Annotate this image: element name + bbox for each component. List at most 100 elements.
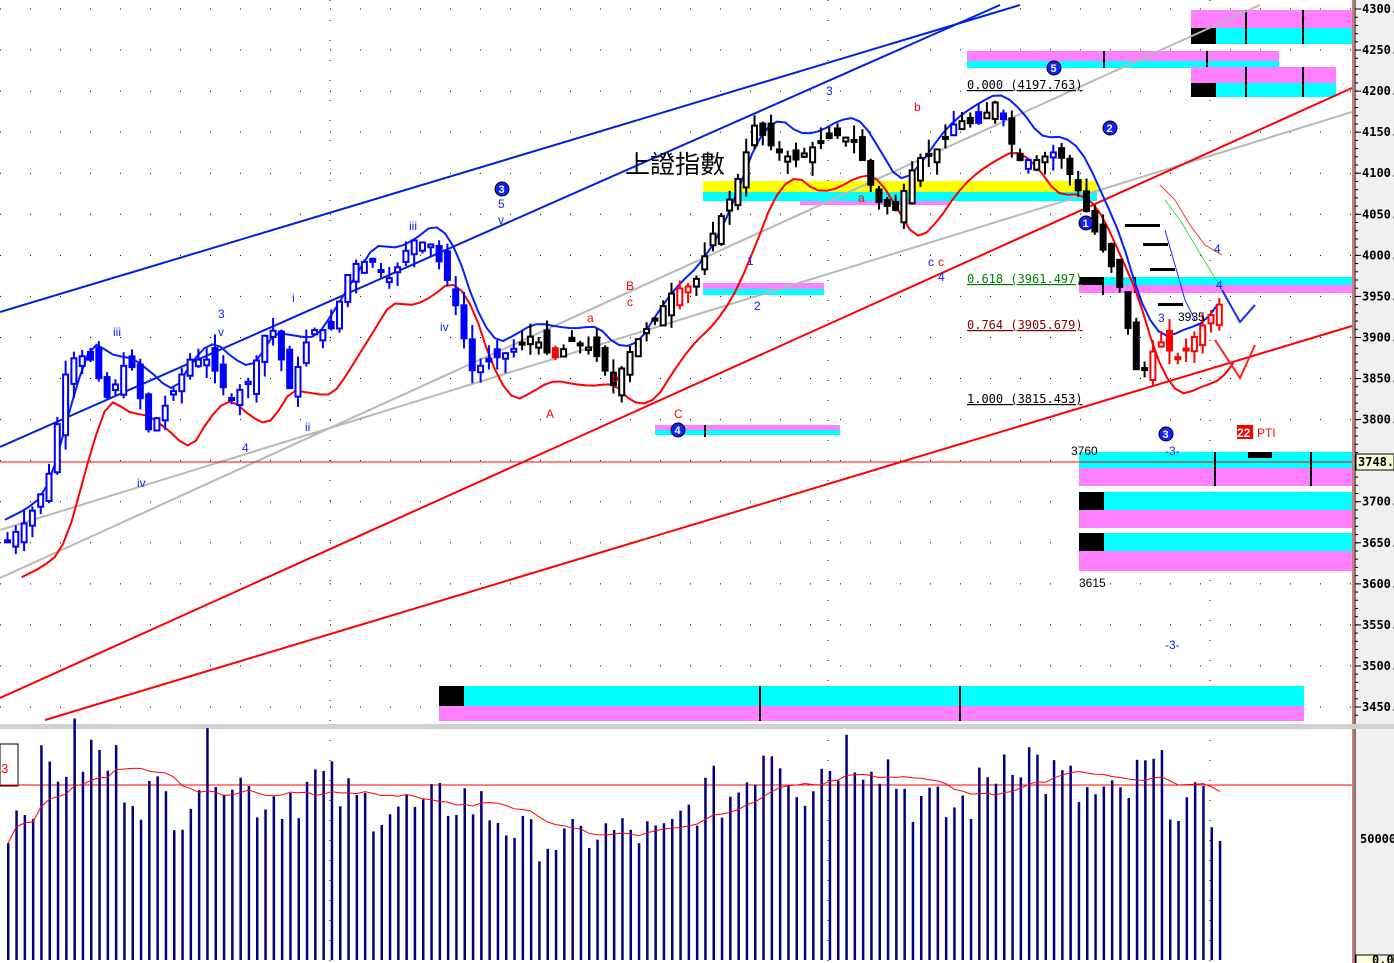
candle — [352, 259, 360, 294]
candle — [336, 300, 343, 333]
volume-bar — [1003, 754, 1006, 960]
candle — [1107, 242, 1115, 273]
candle — [535, 336, 543, 355]
candle — [1132, 317, 1140, 371]
candle — [659, 300, 667, 327]
volume-bar — [1127, 798, 1130, 960]
wave-label: b — [914, 100, 921, 114]
candle — [1099, 214, 1107, 253]
annotation: 3760 — [1071, 444, 1098, 458]
volume-bar — [272, 796, 276, 960]
wave-label: a — [858, 191, 865, 205]
candle — [568, 330, 576, 343]
candle — [643, 322, 651, 342]
candle — [427, 243, 435, 257]
volume-bar — [903, 788, 906, 960]
candle — [734, 173, 742, 210]
svg-text:3: 3 — [499, 184, 505, 196]
volume-bar — [65, 776, 68, 960]
volume-tick: 50000 — [1360, 832, 1394, 846]
candle — [1041, 151, 1049, 175]
wave-label: 4 — [1214, 242, 1221, 256]
candle — [510, 339, 518, 358]
candle — [543, 320, 551, 355]
candle — [1083, 178, 1090, 213]
volume-bar — [612, 829, 616, 960]
volume-bar — [554, 849, 558, 960]
candle — [37, 493, 45, 515]
price-tick: 3500. — [1362, 659, 1394, 673]
wave-label: 3 — [218, 307, 225, 321]
volume-bar — [621, 818, 624, 960]
volume-bar — [330, 761, 334, 960]
annotation: 22 — [1237, 426, 1251, 440]
volume-bar — [895, 788, 898, 960]
wave-label: ii — [305, 420, 310, 434]
price-axis: 4300. 4250. 4200. 4150. 4100. 4050. 4000. 3950.… — [1355, 2, 1394, 716]
volume-bar — [388, 814, 392, 960]
price-axis-bg — [1352, 0, 1394, 963]
candle — [892, 194, 900, 212]
volume-bar — [1177, 821, 1180, 960]
wave-label: b — [612, 371, 619, 385]
volume-bar — [471, 814, 475, 960]
candle — [1016, 148, 1024, 162]
circled-wave-label: 3 — [1158, 426, 1174, 442]
volume-bar — [870, 771, 873, 960]
volume-bar — [762, 755, 765, 960]
pane-splitter[interactable] — [0, 724, 1394, 729]
volume-bar — [588, 847, 591, 960]
volume-bar — [1086, 787, 1089, 960]
current-price-label: 3748. — [1358, 455, 1394, 469]
volume-bar — [297, 818, 300, 960]
fib-level: 0.000 (4197.763) — [967, 78, 1083, 92]
volume-bar — [347, 778, 350, 960]
grid-dots — [0, 0, 1352, 963]
price-tick: 4250. — [1362, 43, 1394, 57]
candle — [668, 282, 675, 328]
volume-bar — [679, 810, 682, 960]
volume-bar — [123, 802, 126, 960]
candle — [53, 416, 61, 475]
volume-bar — [446, 815, 450, 960]
volume-bar — [911, 821, 915, 960]
candle — [485, 345, 493, 370]
wave-label: 5 — [498, 197, 505, 211]
candle — [161, 395, 169, 430]
circled-wave-label: 5 — [1046, 60, 1062, 76]
candle — [1033, 155, 1041, 172]
candle — [493, 339, 501, 370]
candle — [767, 114, 775, 151]
volume-bar — [48, 761, 51, 960]
candle — [676, 280, 684, 310]
volume-bar — [1218, 840, 1222, 960]
fib-level: 0.764 (3905.679) — [967, 318, 1083, 332]
price-tick: 3550. — [1362, 618, 1394, 632]
candle — [858, 129, 866, 162]
price-tick: 4300. — [1362, 2, 1394, 16]
candle — [842, 136, 850, 147]
volume-bar — [812, 791, 815, 960]
candle — [1149, 339, 1157, 387]
annotation: PTI — [1257, 426, 1276, 440]
wave-label: C — [674, 407, 683, 421]
candle — [867, 158, 875, 192]
volume-bar — [31, 818, 35, 960]
volume-bar — [90, 739, 93, 960]
candle — [825, 126, 833, 140]
volume-bar — [106, 770, 110, 960]
candle — [244, 377, 252, 399]
candle — [477, 358, 485, 383]
wave-label: 3 — [1158, 311, 1165, 325]
fib-levels: 0.000 (4197.763) 0.618 (3961.497) 0.764 … — [967, 78, 1083, 406]
volume-bar — [114, 745, 118, 960]
candle — [991, 100, 999, 124]
candle — [1166, 319, 1173, 365]
fib-level: 0.618 (3961.497) — [967, 272, 1083, 286]
volume-bar — [1202, 785, 1205, 960]
volume-bar — [1019, 777, 1023, 960]
svg-text:3: 3 — [1163, 429, 1169, 441]
candle — [941, 124, 949, 149]
volume-bar — [944, 817, 948, 960]
candle — [759, 121, 767, 146]
